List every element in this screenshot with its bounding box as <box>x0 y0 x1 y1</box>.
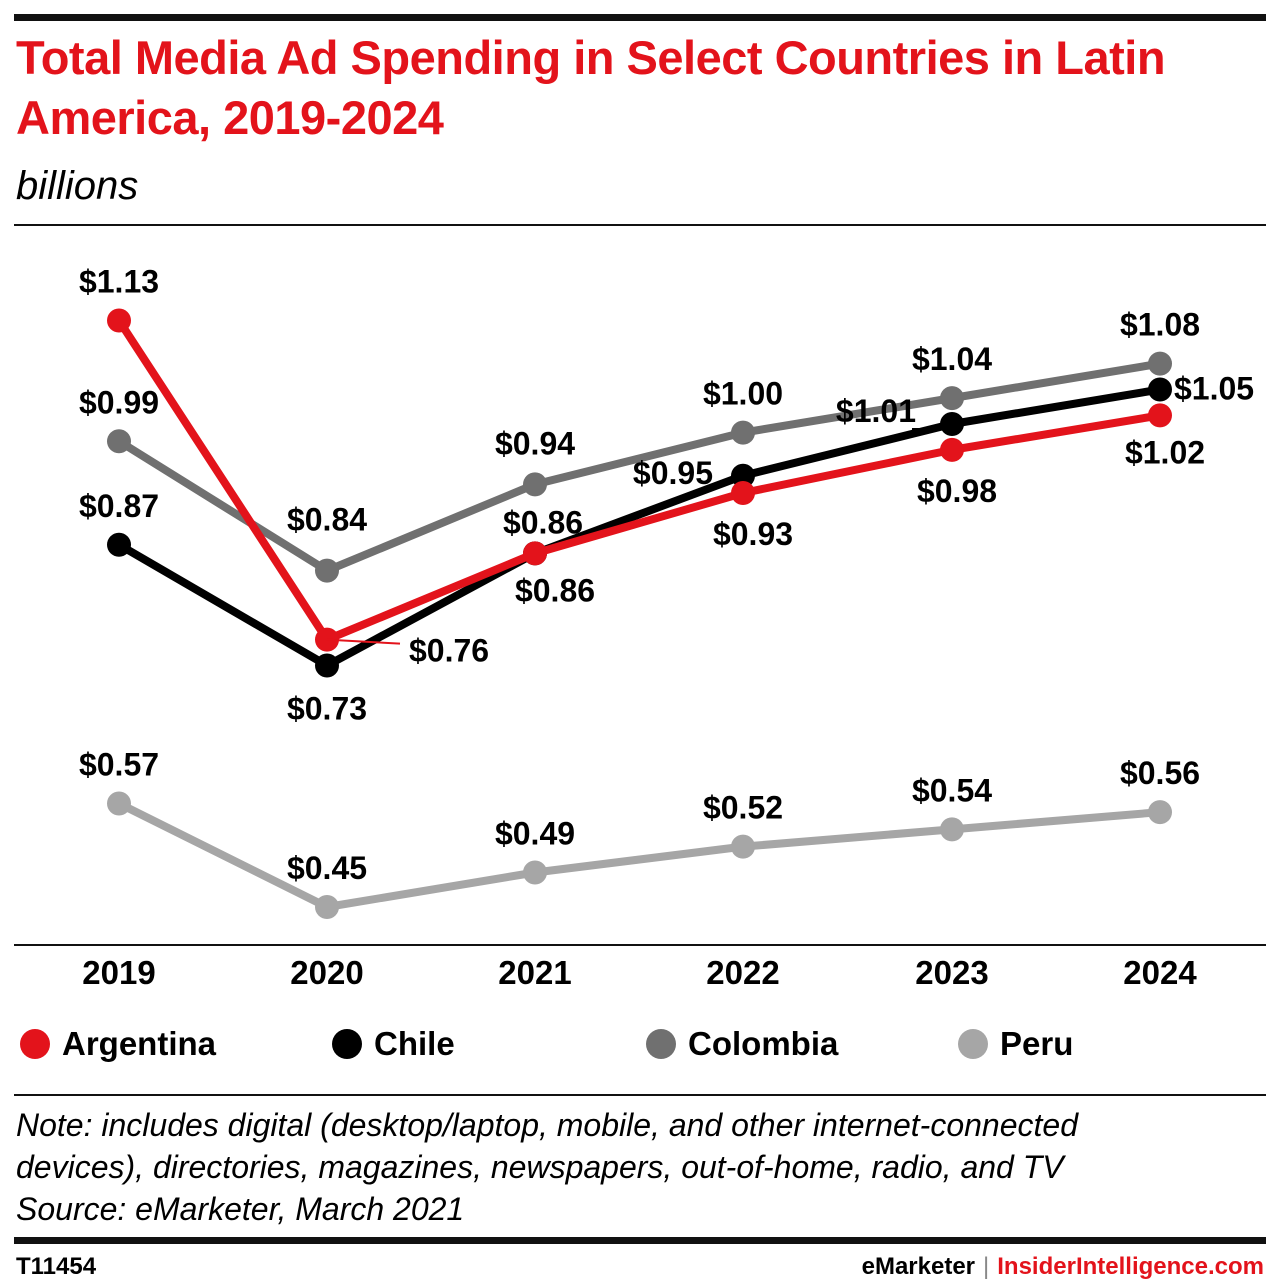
series-peru <box>107 791 1172 919</box>
data-label-peru-2023: $0.54 <box>912 772 992 808</box>
data-point-peru-2021 <box>523 860 547 885</box>
data-label-chile-2021: $0.86 <box>515 572 595 608</box>
x-tick-label-2022: 2022 <box>706 954 780 991</box>
data-label-argentina-2021: $0.86 <box>503 504 583 540</box>
legend-item-colombia: Colombia <box>646 1022 838 1066</box>
data-label-colombia-2024: $1.08 <box>1120 307 1200 343</box>
series-colombia <box>107 351 1172 583</box>
data-point-argentina-2019 <box>107 308 131 333</box>
notes-rule <box>14 1094 1266 1096</box>
data-label-peru-2020: $0.45 <box>287 850 367 886</box>
data-point-peru-2019 <box>107 791 131 816</box>
x-tick-label-2020: 2020 <box>290 954 364 991</box>
data-label-chile-2022: $0.95 <box>633 455 713 491</box>
legend: Argentina Chile Colombia Peru <box>0 1022 1280 1066</box>
data-point-chile-2024 <box>1148 377 1172 402</box>
data-point-argentina-2024 <box>1148 403 1172 428</box>
chart-id: T11454 <box>16 1253 97 1280</box>
data-point-argentina-2023 <box>940 437 964 462</box>
data-label-peru-2024: $0.56 <box>1120 755 1200 791</box>
chart-title: Total Media Ad Spending in Select Countr… <box>16 31 1166 144</box>
legend-label-chile: Chile <box>374 1025 455 1062</box>
line-chart: $0.57 $0.45 $0.49 $0.52 $0.54 $0.56 $0.99 $0.84… <box>79 264 1254 919</box>
data-label-argentina-2023: $0.98 <box>917 473 997 509</box>
data-label-colombia-2020: $0.84 <box>287 502 367 538</box>
data-point-peru-2020 <box>315 895 339 919</box>
brand-site: InsiderIntelligence.com <box>997 1253 1264 1280</box>
data-point-argentina-2021 <box>523 541 547 566</box>
legend-label-colombia: Colombia <box>688 1025 839 1062</box>
chart-subtitle: billions <box>16 164 139 208</box>
source-line: Source: eMarketer, March 2021 <box>16 1191 465 1227</box>
x-axis-line <box>14 944 1266 946</box>
x-tick-label-2021: 2021 <box>498 954 572 991</box>
series-argentina <box>107 308 1172 652</box>
subtitle-rule <box>14 224 1266 226</box>
data-point-peru-2023 <box>940 817 964 842</box>
x-tick-label-2023: 2023 <box>915 954 989 991</box>
legend-item-argentina: Argentina <box>20 1022 216 1066</box>
x-tick-label-2024: 2024 <box>1123 954 1197 991</box>
legend-swatch-argentina <box>20 1029 50 1059</box>
data-label-colombia-2022: $1.00 <box>703 376 783 412</box>
legend-label-argentina: Argentina <box>62 1025 217 1062</box>
top-rule <box>14 14 1266 21</box>
series-line-peru <box>115 799 1164 911</box>
data-point-chile-2022 <box>731 463 755 488</box>
data-label-argentina-2019: $1.13 <box>79 264 159 300</box>
notes: Note: includes digital (desktop/laptop, … <box>16 1104 1256 1230</box>
note-line-1: Note: includes digital (desktop/laptop, … <box>16 1107 1078 1143</box>
legend-item-peru: Peru <box>958 1022 1073 1066</box>
footer-brand: eMarketer | InsiderIntelligence.com <box>862 1252 1264 1282</box>
data-label-peru-2019: $0.57 <box>79 747 159 783</box>
data-label-peru-2021: $0.49 <box>495 816 575 852</box>
note-line-2: devices), directories, magazines, newspa… <box>16 1149 1064 1185</box>
data-point-colombia-2024 <box>1148 351 1172 376</box>
data-label-argentina-2024: $1.02 <box>1125 434 1205 470</box>
data-label-colombia-2021: $0.94 <box>495 425 575 461</box>
data-point-chile-2023 <box>940 412 964 436</box>
data-point-colombia-2020 <box>315 558 339 583</box>
legend-swatch-chile <box>332 1029 362 1059</box>
data-label-peru-2022: $0.52 <box>703 790 783 826</box>
data-label-colombia-2019: $0.99 <box>79 384 159 420</box>
data-point-chile-2020 <box>315 653 339 678</box>
data-label-chile-2024: $1.05 <box>1174 371 1254 407</box>
data-label-colombia-2023: $1.04 <box>912 341 992 377</box>
data-label-chile-2023: $1.01 <box>836 393 916 429</box>
data-point-chile-2019 <box>107 532 131 557</box>
x-tick-label-2019: 2019 <box>82 954 156 991</box>
series-line-colombia <box>115 359 1164 575</box>
series-line-chile <box>115 385 1164 670</box>
data-point-colombia-2023 <box>940 386 964 411</box>
series-line-argentina <box>115 316 1164 644</box>
data-label-chile-2019: $0.87 <box>79 488 159 524</box>
data-label-argentina-2022: $0.93 <box>713 516 793 552</box>
legend-swatch-colombia <box>646 1029 676 1059</box>
data-point-argentina-2022 <box>731 481 755 505</box>
data-label-chile-2020: $0.73 <box>287 691 367 727</box>
leader-line-argentina-2020 <box>326 638 401 645</box>
bottom-rule <box>14 1237 1266 1244</box>
series-chile <box>107 377 1172 678</box>
data-point-peru-2022 <box>731 834 755 859</box>
brand-separator: | <box>983 1253 990 1280</box>
legend-label-peru: Peru <box>1000 1025 1074 1062</box>
data-point-peru-2024 <box>1148 800 1172 825</box>
data-point-colombia-2021 <box>523 472 547 497</box>
data-label-argentina-2020: $0.76 <box>409 633 489 669</box>
data-point-colombia-2019 <box>107 429 131 454</box>
legend-swatch-peru <box>958 1029 988 1059</box>
legend-item-chile: Chile <box>332 1022 455 1066</box>
brand-name: eMarketer <box>861 1253 976 1280</box>
data-point-colombia-2022 <box>731 420 755 445</box>
